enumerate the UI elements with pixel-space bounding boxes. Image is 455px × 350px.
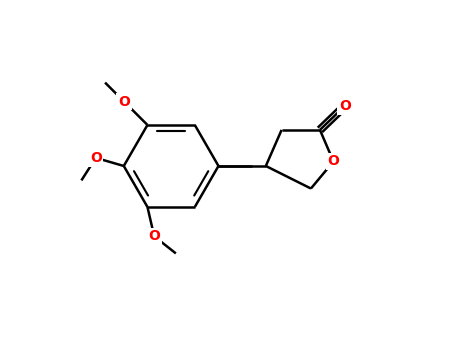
Text: O: O [118, 94, 130, 108]
Text: O: O [90, 151, 102, 165]
Text: O: O [328, 154, 339, 168]
Text: O: O [339, 99, 351, 113]
Text: O: O [148, 229, 160, 243]
